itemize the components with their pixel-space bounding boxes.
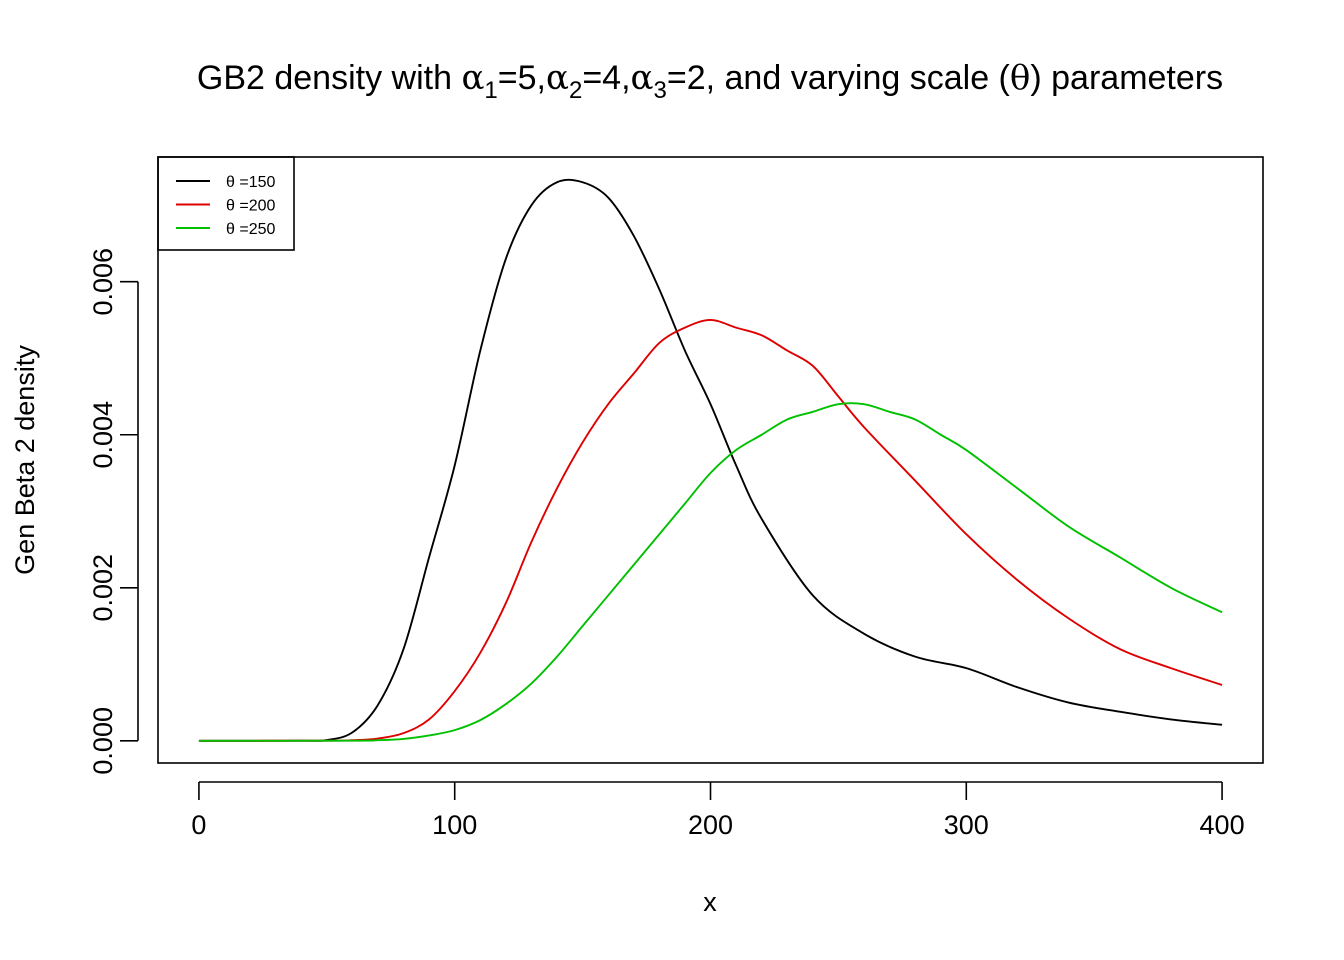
y-tick-label: 0.000 xyxy=(88,707,118,775)
legend-label-2: θ =200 xyxy=(226,198,275,215)
legend-label-3: θ =250 xyxy=(226,221,275,238)
legend-box xyxy=(157,156,295,251)
title-text: GB2 density with xyxy=(197,59,462,97)
title-subscript: 3 xyxy=(654,77,667,104)
x-tick-label: 300 xyxy=(944,810,989,840)
y-tick-label: 0.006 xyxy=(88,248,118,316)
title-text: ) parameters xyxy=(1030,59,1223,97)
title-text: =5, xyxy=(498,59,546,97)
x-tick-label: 100 xyxy=(432,810,477,840)
series-line-1 xyxy=(198,178,1223,742)
y-axis-label: Gen Beta 2 density xyxy=(10,345,40,575)
title-alpha-symbol: α xyxy=(461,58,484,98)
chart-title: GB2 density with α1=5,α2=4,α3=2, and var… xyxy=(197,58,1223,104)
x-tick-label: 0 xyxy=(191,810,206,840)
x-tick-label: 200 xyxy=(688,810,733,840)
y-axis: 0.000 0.002 0.004 0.006 xyxy=(88,248,139,775)
y-tick-label: 0.002 xyxy=(88,554,118,622)
title-alpha-symbol: α xyxy=(631,58,654,98)
title-theta-symbol: θ xyxy=(1010,58,1030,98)
y-tick-label: 0.004 xyxy=(88,401,118,469)
title-text: =4, xyxy=(582,59,630,97)
legend: θ =150 θ =200 θ =250 xyxy=(157,156,295,251)
legend-label-1: θ =150 xyxy=(226,174,275,191)
title-subscript: 1 xyxy=(484,77,497,104)
plot-frame xyxy=(157,156,1264,764)
title-subscript: 2 xyxy=(569,77,582,104)
series-line-3 xyxy=(198,402,1223,742)
title-text: =2, and varying scale ( xyxy=(667,59,1011,97)
x-tick-label: 400 xyxy=(1200,810,1245,840)
x-axis: 0 100 200 300 400 xyxy=(191,781,1245,840)
x-axis-label: x xyxy=(703,887,717,917)
series-line-2 xyxy=(198,319,1223,742)
series-layer xyxy=(198,178,1223,742)
title-alpha-symbol: α xyxy=(546,58,569,98)
